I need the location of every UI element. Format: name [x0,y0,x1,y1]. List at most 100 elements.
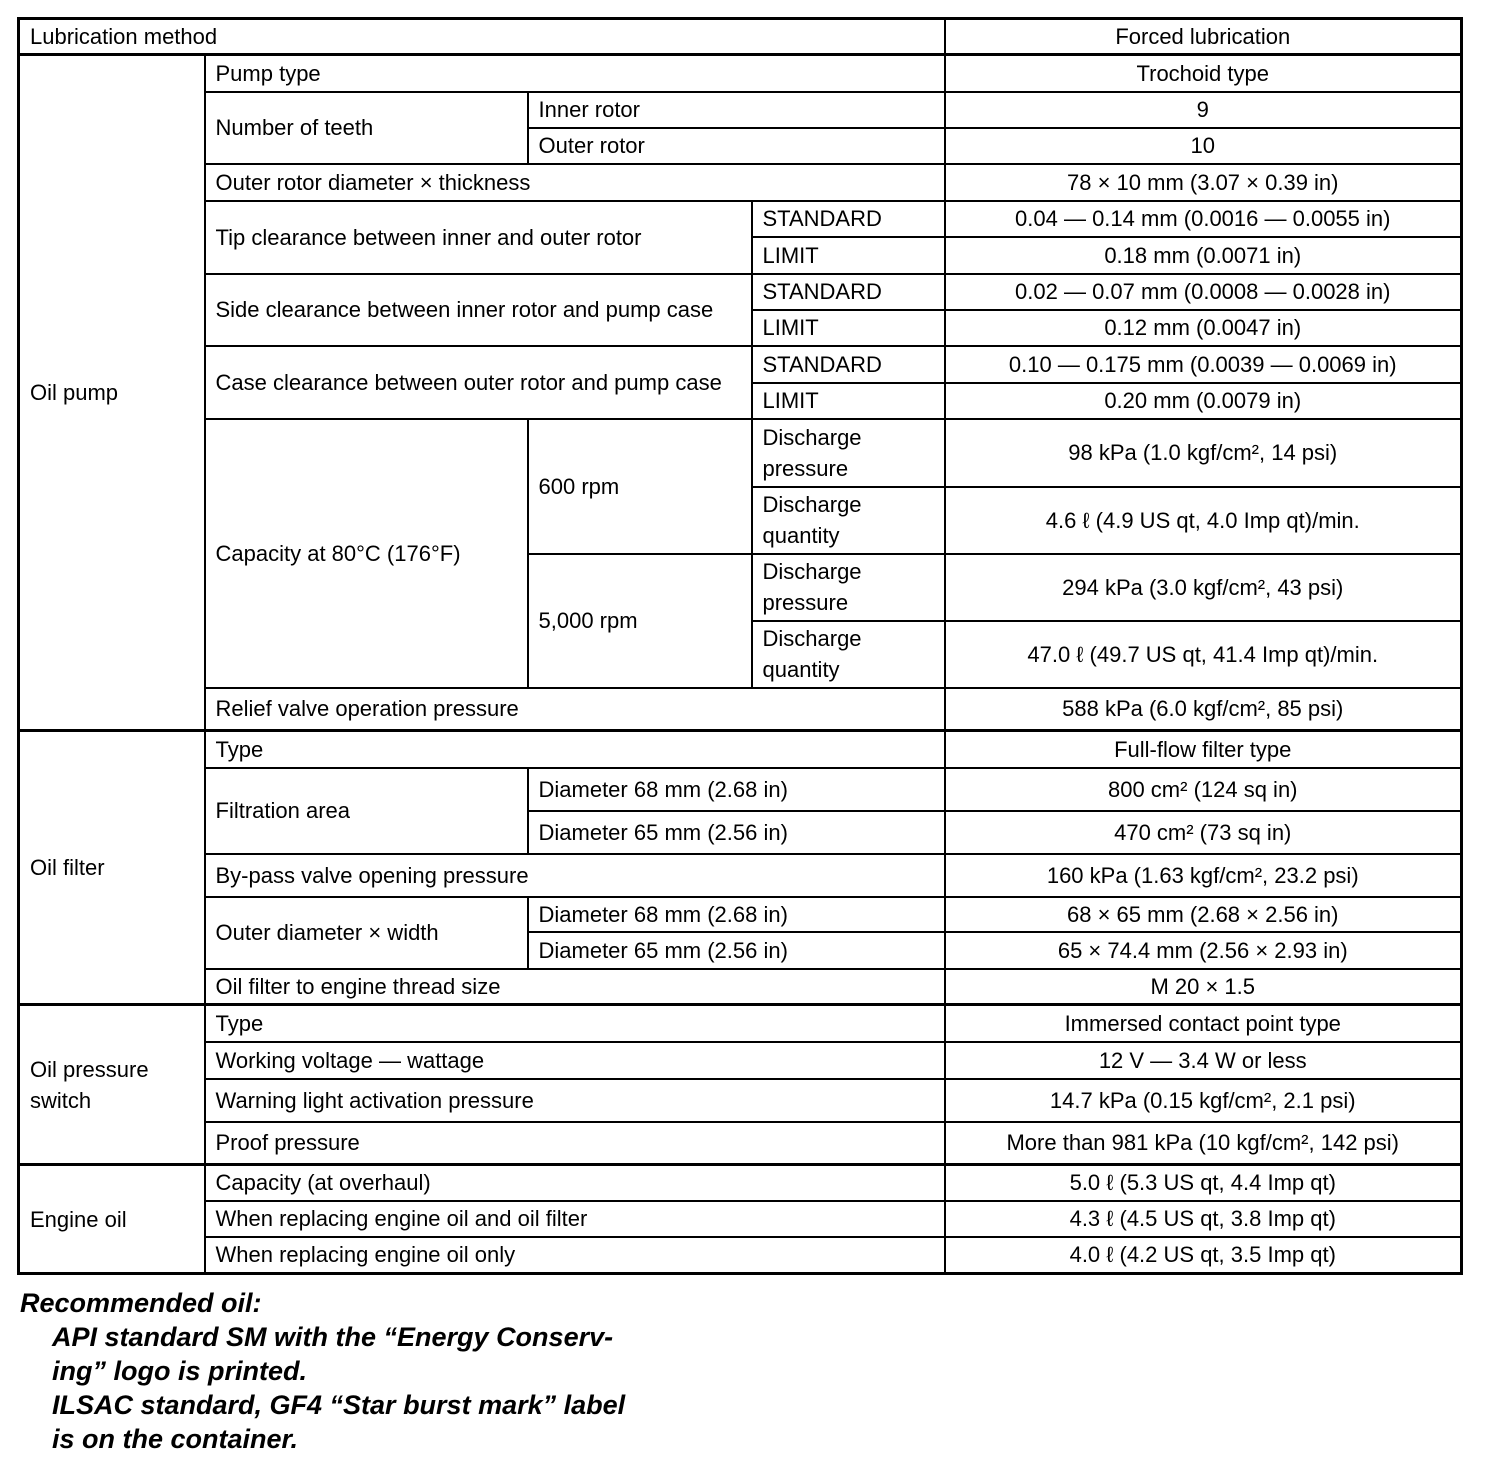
note-line: ing” logo is printed. [52,1356,307,1386]
label: Number of teeth [203,90,529,165]
value: 588 kPa (6.0 kgf/cm², 85 psi) [943,686,1463,732]
value: 4.6 ℓ (4.9 US qt, 4.0 Imp qt)/min. [943,485,1463,555]
sublabel: 5,000 rpm [526,552,753,689]
sublabel: Discharge quantity [750,485,946,555]
label: Pump type [203,53,946,93]
value: 68 × 65 mm (2.68 × 2.56 in) [943,895,1463,933]
value: 78 × 10 mm (3.07 × 0.39 in) [943,162,1463,202]
value: 0.10 — 0.175 mm (0.0039 — 0.0069 in) [943,344,1463,384]
row-outer-dim-65: Diameter 65 mm (2.56 in) 65 × 74.4 mm (2… [19,930,1463,970]
note-line: ILSAC standard, GF4 “Star burst mark” la… [52,1390,626,1420]
sublabel: Discharge quantity [750,619,946,689]
row-thread: Oil filter to engine thread size M 20 × … [19,967,1463,1006]
value: 0.02 — 0.07 mm (0.0008 — 0.0028 in) [943,272,1463,311]
row-5000-pressure: 5,000 rpm Discharge pressure 294 kPa (3.… [19,552,1463,689]
recommended-oil-note: Recommended oil: API standard SM with th… [20,1286,625,1456]
row-600-pressure: Capacity at 80°C (176°F) 600 rpm Dischar… [19,417,1463,689]
label: Lubrication method [17,17,946,56]
label: Capacity (at overhaul) [203,1163,946,1202]
sublabel: Diameter 65 mm (2.56 in) [526,809,946,855]
row-oil-and-filter: When replacing engine oil and oil filter… [19,1199,1463,1238]
note-line: is on the container. [52,1424,299,1454]
value: 47.0 ℓ (49.7 US qt, 41.4 Imp qt)/min. [943,619,1463,689]
value: 98 kPa (1.0 kgf/cm², 14 psi) [943,417,1463,488]
label: Type [203,1003,946,1043]
sublabel: STANDARD [750,344,946,384]
sublabel: Diameter 68 mm (2.68 in) [526,895,946,933]
row-oil-capacity: Engine oil Capacity (at overhaul) 5.0 ℓ … [17,1163,1463,1275]
sublabel: 600 rpm [526,417,753,555]
label: Side clearance between inner rotor and p… [203,272,753,347]
value: More than 981 kPa (10 kgf/cm², 142 psi) [943,1120,1463,1166]
value: 5.0 ℓ (5.3 US qt, 4.4 Imp qt) [943,1163,1463,1202]
row-switch-type: Oil pressure switch Type Immersed contac… [17,1003,1463,1166]
row-relief-valve: Relief valve operation pressure 588 kPa … [19,686,1463,732]
value: 10 [943,126,1463,165]
note-line: API standard SM with the “Energy Conserv… [52,1322,614,1352]
sublabel: Outer rotor [526,126,946,165]
label: Warning light activation pressure [203,1077,946,1123]
row-lubrication-method: Lubrication method Forced lubrication [17,17,1463,56]
sublabel: LIMIT [750,381,946,420]
label: By-pass valve opening pressure [203,852,946,898]
row-teeth-outer: Outer rotor 10 [19,126,1463,165]
sublabel: LIMIT [750,235,946,275]
value: Trochoid type [943,53,1463,93]
row-bypass: By-pass valve opening pressure 160 kPa (… [19,852,1463,898]
row-oil-only: When replacing engine oil only 4.0 ℓ (4.… [19,1235,1463,1275]
row-side-limit: LIMIT 0.12 mm (0.0047 in) [19,308,1463,347]
row-voltage: Working voltage — wattage 12 V — 3.4 W o… [19,1040,1463,1080]
row-outer-rotor-dim: Outer rotor diameter × thickness 78 × 10… [19,162,1463,202]
sublabel: STANDARD [750,199,946,238]
note-title: Recommended oil: [20,1288,262,1318]
value: 0.04 — 0.14 mm (0.0016 — 0.0055 in) [943,199,1463,238]
value: 470 cm² (73 sq in) [943,809,1463,855]
value: 12 V — 3.4 W or less [943,1040,1463,1080]
row-filter-type: Oil filter Type Full-flow filter type [17,729,1463,1006]
sublabel: LIMIT [750,308,946,347]
value: 4.3 ℓ (4.5 US qt, 3.8 Imp qt) [943,1199,1463,1238]
label: Proof pressure [203,1120,946,1166]
sublabel: Diameter 68 mm (2.68 in) [526,766,946,812]
row-filtration-65: Diameter 65 mm (2.56 in) 470 cm² (73 sq … [19,809,1463,855]
row-case-standard: Case clearance between outer rotor and p… [19,344,1463,420]
row-pump-type: Oil pump Pump type Trochoid type [17,53,1463,732]
row-5000-quantity: Discharge quantity 47.0 ℓ (49.7 US qt, 4… [19,619,1463,689]
label: Outer diameter × width [203,895,529,970]
value: Forced lubrication [943,17,1463,56]
group-engine-oil: Engine oil [17,1163,206,1275]
label: When replacing engine oil and oil filter [203,1199,946,1238]
label: Tip clearance between inner and outer ro… [203,199,753,275]
sublabel: STANDARD [750,272,946,311]
value: 4.0 ℓ (4.2 US qt, 3.5 Imp qt) [943,1235,1463,1275]
value: 800 cm² (124 sq in) [943,766,1463,812]
sublabel: Discharge pressure [750,417,946,488]
value: 294 kPa (3.0 kgf/cm², 43 psi) [943,552,1463,622]
row-side-standard: Side clearance between inner rotor and p… [19,272,1463,347]
row-teeth-inner: Number of teeth Inner rotor 9 [19,90,1463,165]
sublabel: Inner rotor [526,90,946,129]
sublabel: Discharge pressure [750,552,946,622]
row-case-limit: LIMIT 0.20 mm (0.0079 in) [19,381,1463,420]
value: M 20 × 1.5 [943,967,1463,1006]
value: 0.18 mm (0.0071 in) [943,235,1463,275]
value: 65 × 74.4 mm (2.56 × 2.93 in) [943,930,1463,970]
row-filtration-68: Filtration area Diameter 68 mm (2.68 in)… [19,766,1463,855]
label: Type [203,729,946,769]
value: 0.20 mm (0.0079 in) [943,381,1463,420]
label: Filtration area [203,766,529,855]
value: Full-flow filter type [943,729,1463,769]
label: Working voltage — wattage [203,1040,946,1080]
label: Oil filter to engine thread size [203,967,946,1006]
value: 0.12 mm (0.0047 in) [943,308,1463,347]
row-proof: Proof pressure More than 981 kPa (10 kgf… [19,1120,1463,1166]
row-600-quantity: Discharge quantity 4.6 ℓ (4.9 US qt, 4.0… [19,485,1463,555]
row-outer-dim-68: Outer diameter × width Diameter 68 mm (2… [19,895,1463,970]
lubrication-spec-table: Lubrication method Forced lubrication Oi… [17,17,1463,1275]
value: 9 [943,90,1463,129]
label: When replacing engine oil only [203,1235,946,1275]
value: 14.7 kPa (0.15 kgf/cm², 2.1 psi) [943,1077,1463,1123]
label: Relief valve operation pressure [203,686,946,732]
label: Capacity at 80°C (176°F) [203,417,529,689]
sublabel: Diameter 65 mm (2.56 in) [526,930,946,970]
